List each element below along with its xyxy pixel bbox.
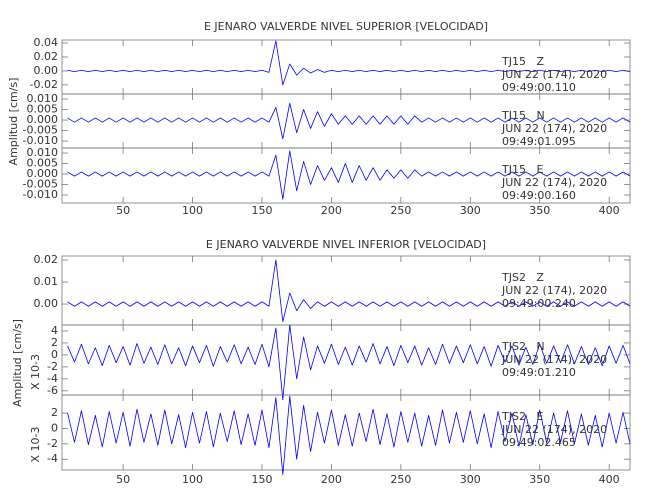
x-tick-label: 50 xyxy=(116,473,130,486)
trace-station: TJS2 N xyxy=(501,340,545,353)
y-axis-label: Amplitud [cm/s] xyxy=(11,319,24,407)
y-tick-label: -4 xyxy=(47,372,58,385)
trace-station: TJS2 Z xyxy=(501,271,544,284)
panel-frame xyxy=(61,394,631,471)
x-tick-label: 250 xyxy=(390,204,411,217)
trace-station: TJS2 E xyxy=(501,410,543,423)
trace-date: JUN 22 (174), 2020 xyxy=(501,68,607,81)
y-tick-label: 0.02 xyxy=(34,50,59,63)
trace-station: TJ15 Z xyxy=(501,55,544,68)
y-tick-label: 2 xyxy=(51,406,58,419)
y-tick-label: 0.01 xyxy=(34,275,59,288)
y-tick-label: 2 xyxy=(51,336,58,349)
trace-time: 09:49:00.240 xyxy=(502,297,576,310)
trace-date: JUN 22 (174), 2020 xyxy=(501,423,607,436)
chart-title: E JENARO VALVERDE NIVEL INFERIOR [VELOCI… xyxy=(206,238,486,251)
trace xyxy=(67,259,631,323)
x-tick-label: 300 xyxy=(460,204,481,217)
trace-time: 09:49:00.160 xyxy=(502,189,576,202)
y-tick-label: 0 xyxy=(51,421,58,434)
x-tick-label: 400 xyxy=(599,473,620,486)
x-tick-label: 200 xyxy=(321,204,342,217)
y-tick-label: -6 xyxy=(47,384,58,397)
trace xyxy=(67,102,631,140)
y-tick-label: -0.005 xyxy=(23,124,58,137)
y-tick-label: 0.00 xyxy=(34,297,59,310)
x-tick-label: 350 xyxy=(529,204,550,217)
chart-title: E JENARO VALVERDE NIVEL SUPERIOR [VELOCI… xyxy=(204,20,488,33)
x-tick-label: 50 xyxy=(116,204,130,217)
x-tick-label: 150 xyxy=(251,204,272,217)
trace-time: 09:49:01.210 xyxy=(502,366,576,379)
trace-station: TJ15 N xyxy=(501,109,545,122)
y-tick-label: -0.010 xyxy=(23,188,58,201)
y-tick-label: -2 xyxy=(47,360,58,373)
x-tick-label: 100 xyxy=(182,204,203,217)
y-tick-label: 0.000 xyxy=(27,113,59,126)
trace-time: 09:49:01.095 xyxy=(502,135,576,148)
y-tick-label: -0.005 xyxy=(23,178,58,191)
x-tick-label: 250 xyxy=(390,473,411,486)
y-tick-label: 0 xyxy=(51,348,58,361)
trace-date: JUN 22 (174), 2020 xyxy=(501,122,607,135)
y-axis-label: Amplitud [cm/s] xyxy=(7,78,20,166)
y-tick-label: -0.010 xyxy=(23,134,58,147)
panel-frame xyxy=(61,147,631,204)
trace-time: 09:49:00.110 xyxy=(502,81,576,94)
trace xyxy=(67,150,631,200)
y-tick-label: 0.005 xyxy=(27,157,59,170)
y-tick-label: -0.02 xyxy=(30,78,58,91)
trace-date: JUN 22 (174), 2020 xyxy=(501,353,607,366)
x-tick-label: 400 xyxy=(599,204,620,217)
x-tick-label: 200 xyxy=(321,473,342,486)
x-tick-label: 100 xyxy=(182,473,203,486)
x-tick-label: 350 xyxy=(529,473,550,486)
y-multiplier: X 10-3 xyxy=(29,427,42,463)
y-tick-label: -2 xyxy=(47,437,58,450)
y-tick-label: 4 xyxy=(51,324,58,337)
trace xyxy=(67,324,631,401)
y-tick-label: 0.00 xyxy=(34,64,59,77)
y-tick-label: 0.010 xyxy=(27,92,59,105)
y-tick-label: 0.010 xyxy=(27,146,59,159)
x-tick-label: 300 xyxy=(460,473,481,486)
x-tick-label: 150 xyxy=(251,473,272,486)
trace-date: JUN 22 (174), 2020 xyxy=(501,176,607,189)
trace-station: TJ15 E xyxy=(501,163,543,176)
trace-time: 09:49:02.465 xyxy=(502,436,576,449)
y-tick-label: -4 xyxy=(47,452,58,465)
y-tick-label: 0.02 xyxy=(34,253,59,266)
y-tick-label: 0.000 xyxy=(27,167,59,180)
y-tick-label: 0.005 xyxy=(27,103,59,116)
trace xyxy=(67,40,631,86)
y-tick-label: 0.04 xyxy=(34,36,59,49)
trace xyxy=(67,395,631,476)
y-multiplier: X 10-3 xyxy=(29,354,42,390)
trace-date: JUN 22 (174), 2020 xyxy=(501,284,607,297)
